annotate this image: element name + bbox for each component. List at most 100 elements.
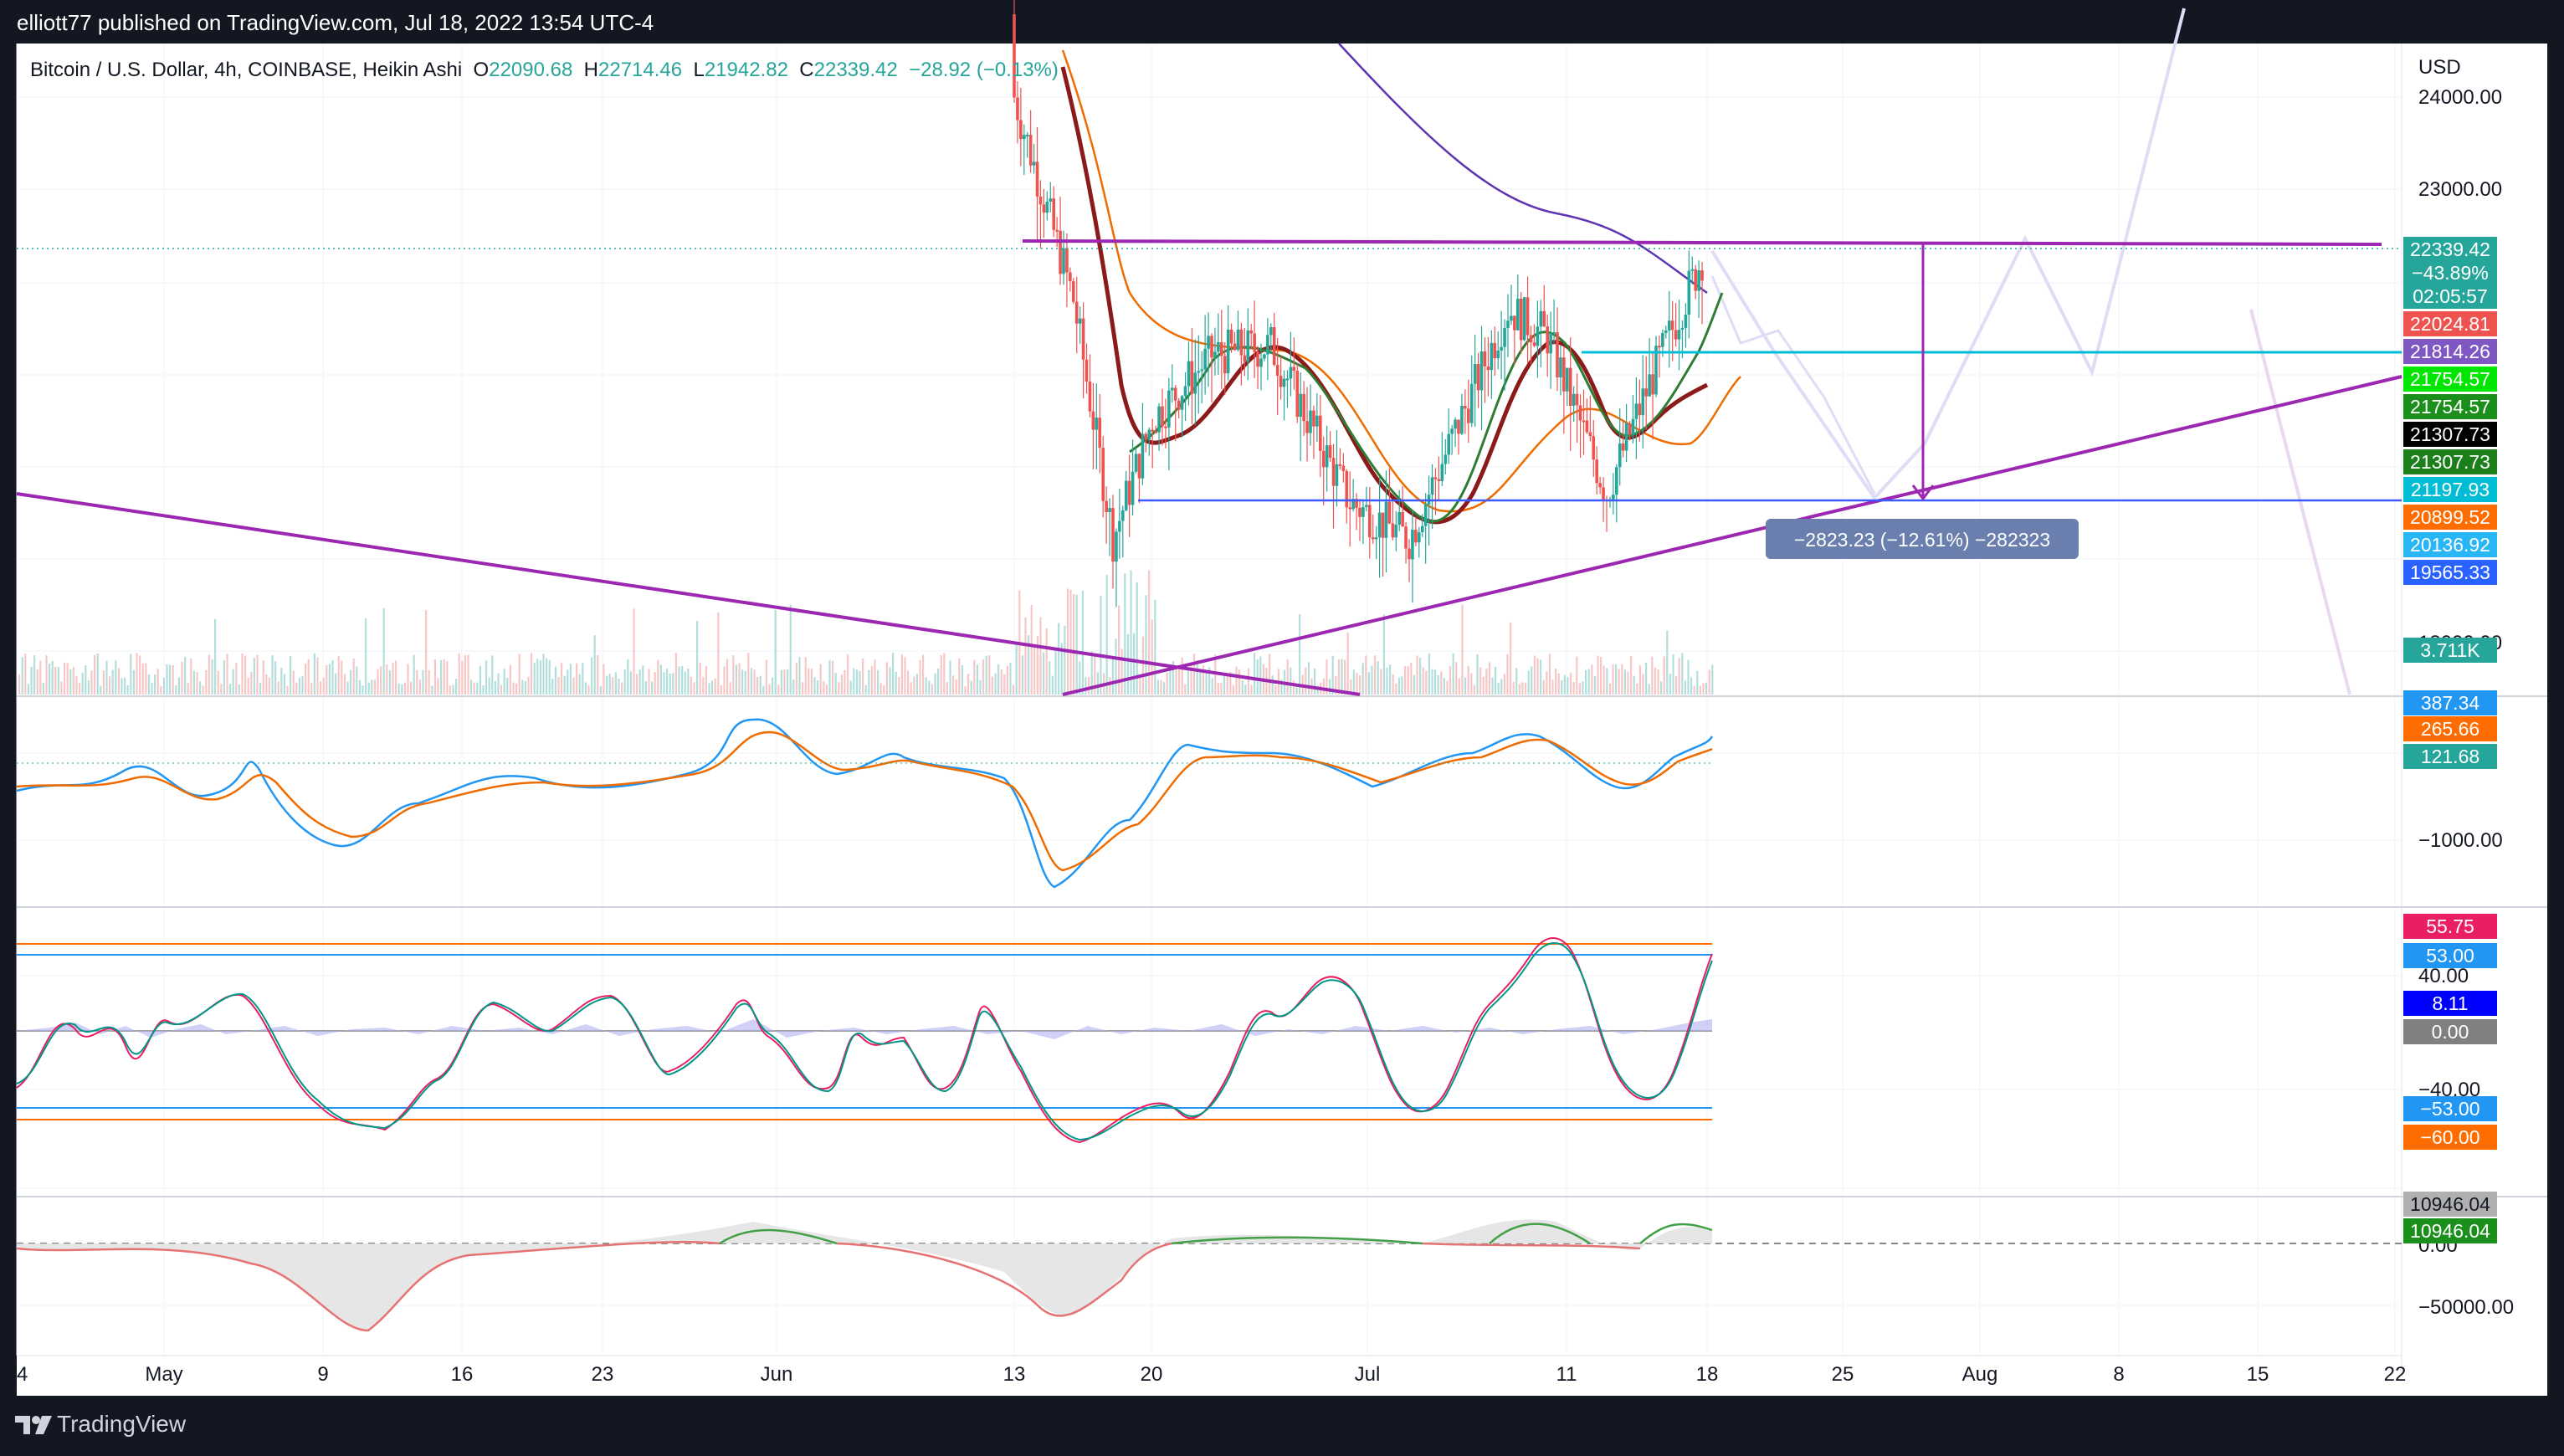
candle-body[interactable]: [1420, 525, 1424, 533]
candle-body[interactable]: [1397, 511, 1401, 525]
candle-body[interactable]: [1641, 388, 1645, 416]
candle-body[interactable]: [1249, 330, 1253, 334]
resistance-line[interactable]: [1022, 239, 2382, 246]
candle-body[interactable]: [1108, 508, 1111, 512]
candle-body[interactable]: [1522, 297, 1526, 341]
candle-body[interactable]: [1253, 333, 1256, 352]
candle-body[interactable]: [1414, 530, 1418, 543]
candle-body[interactable]: [1549, 333, 1552, 354]
cum-line[interactable]: [16, 1240, 1641, 1332]
candle-body[interactable]: [1476, 364, 1480, 391]
candle-body[interactable]: [1157, 406, 1161, 433]
candle-body[interactable]: [1236, 329, 1240, 351]
candle-body[interactable]: [1210, 336, 1213, 358]
candle-body[interactable]: [1085, 359, 1089, 382]
candle-body[interactable]: [1266, 335, 1269, 355]
candle-body[interactable]: [1365, 505, 1368, 507]
candle-body[interactable]: [1667, 320, 1671, 331]
candle-body[interactable]: [1568, 367, 1572, 406]
candle-body[interactable]: [1059, 230, 1062, 274]
projection-path-3[interactable]: [1710, 275, 1876, 495]
candle-body[interactable]: [1095, 418, 1099, 430]
candle-body[interactable]: [1065, 248, 1069, 273]
candle-body[interactable]: [1055, 229, 1059, 232]
candle-body[interactable]: [1566, 367, 1569, 392]
candle-body[interactable]: [1437, 479, 1441, 481]
candle-body[interactable]: [1526, 297, 1530, 336]
candle-body[interactable]: [1239, 329, 1244, 356]
candle-body[interactable]: [1025, 135, 1029, 137]
candle-body[interactable]: [1229, 329, 1233, 344]
candle-body[interactable]: [1016, 97, 1019, 120]
candle-body[interactable]: [1200, 369, 1203, 372]
candle-body[interactable]: [1319, 415, 1322, 451]
candle-body[interactable]: [1118, 520, 1121, 532]
candle-body[interactable]: [1042, 204, 1046, 213]
candle-body[interactable]: [1171, 387, 1174, 391]
ma-orange[interactable]: [1061, 49, 1741, 513]
candle-body[interactable]: [1690, 269, 1695, 271]
candle-body[interactable]: [1510, 315, 1513, 321]
candle-body[interactable]: [1486, 366, 1490, 371]
candle-body[interactable]: [1694, 269, 1697, 291]
candle-body[interactable]: [1325, 445, 1329, 468]
symbol-legend[interactable]: Bitcoin / U.S. Dollar, 4h, COINBASE, Hei…: [30, 59, 1059, 82]
candle-body[interactable]: [1588, 432, 1592, 437]
signal-line[interactable]: [16, 731, 1713, 872]
candle-body[interactable]: [1105, 500, 1108, 512]
candle-body[interactable]: [1052, 198, 1055, 230]
candle-body[interactable]: [1687, 270, 1691, 315]
candle-body[interactable]: [1457, 419, 1460, 434]
candle-body[interactable]: [1328, 445, 1332, 459]
candle-body[interactable]: [1226, 329, 1230, 374]
candle-body[interactable]: [1259, 358, 1263, 367]
candle-body[interactable]: [1345, 471, 1349, 508]
candle-body[interactable]: [1598, 483, 1602, 488]
candle-body[interactable]: [1338, 464, 1342, 466]
candle-body[interactable]: [1519, 298, 1523, 341]
candle-body[interactable]: [1529, 335, 1533, 343]
candle-body[interactable]: [1377, 512, 1382, 538]
candle-body[interactable]: [1496, 351, 1500, 359]
candle-body[interactable]: [1341, 465, 1346, 472]
candle-body[interactable]: [1072, 281, 1075, 302]
candle-body[interactable]: [1658, 346, 1661, 348]
uptrend-line[interactable]: [1062, 375, 2402, 696]
candle-body[interactable]: [1197, 371, 1201, 373]
candle-body[interactable]: [1592, 436, 1596, 460]
candle-body[interactable]: [1032, 161, 1036, 166]
candle-body[interactable]: [1246, 330, 1250, 362]
projection-path[interactable]: [1710, 8, 2186, 501]
candle-body[interactable]: [1013, 14, 1016, 98]
cum-line-positive[interactable]: [719, 1223, 1713, 1245]
candle-body[interactable]: [1292, 367, 1296, 372]
candle-body[interactable]: [1493, 342, 1497, 359]
candle-body[interactable]: [1578, 405, 1582, 421]
candle-body[interactable]: [1404, 526, 1408, 549]
osc-line-d[interactable]: [16, 942, 1713, 1141]
projection-path-2[interactable]: [2249, 309, 2351, 695]
candle-body[interactable]: [1500, 346, 1503, 351]
candle-body[interactable]: [1243, 355, 1247, 362]
candle-body[interactable]: [1220, 341, 1223, 356]
candle-body[interactable]: [1141, 433, 1145, 479]
candle-body[interactable]: [1532, 342, 1536, 346]
candle-body[interactable]: [1302, 393, 1305, 422]
chart-frame[interactable]: [17, 44, 2547, 1396]
candle-body[interactable]: [1503, 328, 1506, 347]
candle-body[interactable]: [1180, 396, 1184, 410]
candle-body[interactable]: [1207, 336, 1210, 349]
tradingview-brand[interactable]: TradingView: [57, 1411, 187, 1437]
candle-body[interactable]: [1213, 351, 1217, 358]
candle-body[interactable]: [1483, 351, 1487, 367]
candle-body[interactable]: [1038, 196, 1043, 205]
candle-body[interactable]: [1674, 330, 1678, 340]
candle-body[interactable]: [1444, 454, 1448, 464]
candle-body[interactable]: [1256, 351, 1259, 367]
candle-body[interactable]: [1467, 408, 1470, 423]
candle-body[interactable]: [1401, 511, 1404, 527]
candle-body[interactable]: [1081, 318, 1085, 360]
candle-body[interactable]: [1348, 507, 1351, 510]
candle-body[interactable]: [1023, 135, 1026, 140]
candle-body[interactable]: [1173, 387, 1177, 401]
